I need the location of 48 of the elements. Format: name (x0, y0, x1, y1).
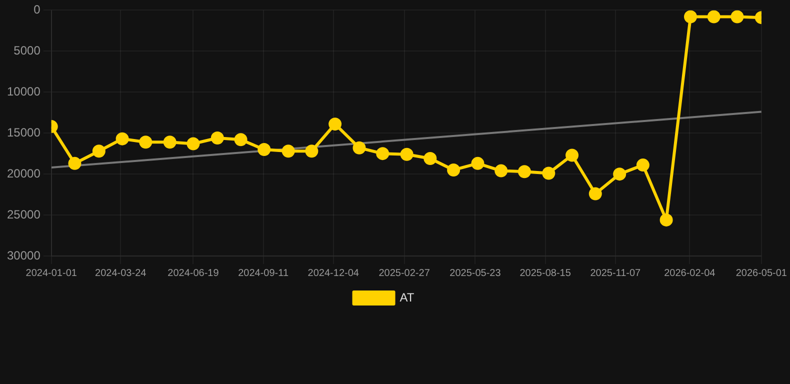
x-tick-label: 2025-05-23 (450, 268, 502, 279)
point (328, 118, 342, 131)
point (471, 156, 484, 170)
x-tick-label: 2024-06-19 (168, 268, 220, 279)
y-tick-label: 0 (34, 2, 41, 17)
y-tick-label: 25000 (6, 207, 41, 222)
x-tick-label: 2025-02-27 (378, 268, 430, 279)
point (258, 142, 271, 156)
y-tick-label: 20000 (6, 166, 41, 180)
point (660, 213, 673, 226)
legend-label: AT (400, 290, 415, 304)
point (139, 136, 152, 149)
point (613, 168, 626, 181)
point (92, 144, 106, 158)
x-tick-label: 2025-08-15 (520, 268, 572, 279)
y-tick-label: 15000 (6, 125, 41, 140)
point (352, 141, 366, 154)
x-tick-label: 2024-09-11 (238, 268, 289, 279)
x-tick-label: 2024-03-24 (95, 268, 147, 279)
point (68, 156, 82, 170)
x-tick-label: 2024-01-01 (26, 268, 78, 279)
point (494, 164, 508, 178)
point (282, 144, 295, 158)
point (684, 10, 697, 24)
point (116, 132, 129, 146)
point (566, 148, 579, 162)
point (542, 166, 556, 180)
point (424, 152, 437, 165)
point (234, 133, 248, 146)
point (636, 158, 650, 172)
x-tick-label: 2025-11-07 (590, 268, 642, 279)
point (730, 10, 744, 24)
x-tick-label: 2026-05-01 (736, 268, 788, 279)
x-tick-label: 2026-02-04 (664, 268, 716, 279)
point (447, 163, 460, 176)
point (376, 147, 390, 160)
point (518, 165, 531, 178)
point (210, 132, 224, 145)
point (588, 187, 602, 200)
point (163, 136, 176, 149)
y-tick-label: 10000 (6, 84, 41, 98)
point (400, 148, 414, 161)
y-tick-label: 5000 (14, 43, 41, 58)
x-tick-label: 2024-12-04 (308, 268, 360, 279)
y-tick-label: 30000 (6, 248, 41, 262)
point (707, 10, 720, 24)
point (305, 144, 318, 158)
point (186, 137, 200, 150)
